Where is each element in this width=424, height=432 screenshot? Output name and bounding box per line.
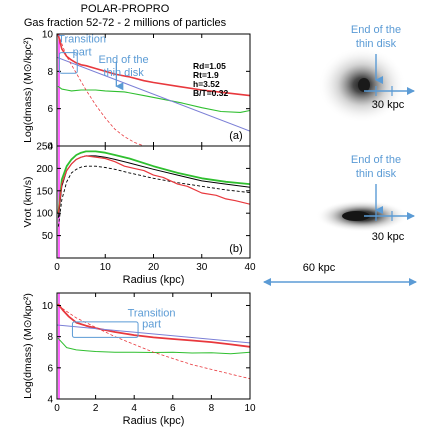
top-annotation-line2: thin disk	[356, 38, 397, 50]
panel-c-series	[57, 303, 250, 380]
panel-a-ytick-label: 6	[47, 104, 53, 115]
panel-a-label: (a)	[229, 130, 242, 142]
panel-c-ylabel: Log(dmass) (M⊙/kpc²)	[22, 293, 34, 399]
panel-b-ytick-label: 150	[36, 186, 53, 197]
panel-a-series	[57, 34, 250, 146]
galaxy-core	[358, 78, 370, 92]
panel-b-xtick-label: 10	[100, 262, 112, 273]
panel-a-param-2: h=3.52	[193, 79, 220, 89]
panel-c-frame	[56, 292, 251, 400]
panel-c-series-2-line	[57, 324, 250, 344]
panel-c-series-3-line	[57, 305, 250, 380]
panel-b-xtick-label: 20	[148, 262, 160, 273]
panel-a-param-3: B/T=0.32	[193, 88, 228, 98]
panel-b-rotation: 0 10 20 30 40 50 100 150 200 250 Radius (kpc) Vrot …	[22, 142, 256, 287]
galaxy-image-bottom: End of the thin disk 30 kpc	[316, 154, 415, 243]
panel-c-annotation-0: Transition	[128, 307, 176, 319]
panel-c-density-zoom: 0 2 4 6 8 10 4 6 8 10 Radius (kpc) Log(dmass) (M⊙/k…	[22, 292, 256, 427]
panel-b-ytick-label: 200	[36, 164, 53, 175]
panel-a-annotation-3: thin disk	[103, 67, 144, 79]
bottom-scale-label: 30 kpc	[372, 231, 405, 243]
galaxy-image-top: End of the thin disk 30 kpc	[318, 24, 415, 123]
panel-b-ytick-label: 100	[36, 209, 53, 220]
panel-b-series-3-line	[57, 155, 250, 214]
panel-c-xtick-label: 6	[170, 403, 176, 414]
panel-a-annotation-2: End of the	[99, 54, 149, 66]
bottom-annotation-line2: thin disk	[356, 168, 397, 180]
panel-a-series-2-line	[57, 56, 250, 132]
panel-c-xtick-label: 4	[131, 403, 137, 414]
panel-c-transition-box	[71, 321, 139, 338]
panel-b-xtick-label: 30	[196, 262, 208, 273]
panel-c-xtick-label: 8	[209, 403, 215, 414]
panel-b-xtick-label: 0	[54, 262, 60, 273]
panel-b-label: (b)	[229, 243, 242, 255]
panel-b-xtick-label: 40	[244, 262, 256, 273]
panel-c-xtick-label: 2	[93, 403, 99, 414]
panel-a-ytick-label: 8	[47, 67, 53, 78]
panel-a-series-1-line	[57, 85, 250, 113]
panel-c-xlabel: Radius (kpc)	[123, 415, 185, 427]
panel-c-ytick-label: 6	[47, 363, 53, 374]
galaxy-edge-core	[342, 211, 370, 221]
panel-b-series-2-line	[57, 165, 250, 227]
panel-c-series-0-line	[57, 303, 250, 348]
panel-a-param-0: Rd=1.05	[193, 61, 226, 71]
figure-subtitle: Gas fraction 52-72 - 2 millions of parti…	[23, 17, 227, 29]
panel-a-series-0-line	[57, 34, 250, 97]
top-annotation-line1: End of the	[351, 24, 401, 36]
panel-b-ylabel: Vrot (km/s)	[22, 177, 34, 228]
top-scale-label: 30 kpc	[372, 99, 405, 111]
panel-a-ytick-label: 10	[42, 30, 54, 41]
panel-b-series-0-line	[57, 150, 250, 214]
image-width-label: 60 kpc	[303, 262, 336, 274]
panel-b-series	[57, 150, 250, 227]
panel-b-series-1-line	[57, 155, 250, 218]
figure-title: POLAR-PROPRO	[80, 3, 170, 15]
panel-a-ylabel: Log(dmass) (M⊙/kpc²)	[22, 37, 34, 143]
panel-c-xtick-label: 10	[244, 403, 256, 414]
bottom-annotation-line1: End of the	[351, 154, 401, 166]
panel-b-xlabel: Radius (kpc)	[123, 274, 185, 286]
panel-c-ytick-label: 10	[42, 301, 54, 312]
panel-c-series-1-line	[57, 337, 250, 355]
panel-a-ytick-label: 4	[47, 142, 53, 153]
panel-a-transition-box	[58, 52, 78, 74]
panel-c-ytick-label: 8	[47, 332, 53, 343]
panel-b-ytick-label: 250	[36, 142, 53, 153]
panel-c-ytick-label: 4	[47, 395, 53, 406]
panel-c-xtick-label: 0	[54, 403, 60, 414]
panel-b-frame	[56, 145, 251, 259]
panel-a-param-1: Rt=1.9	[193, 70, 219, 80]
panel-a-annotation-0: Transition	[58, 33, 106, 45]
panel-b-ytick-label: 50	[42, 231, 54, 242]
panel-c-annotation-1: part	[142, 318, 161, 330]
image-width-scale: 60 kpc	[263, 262, 417, 286]
